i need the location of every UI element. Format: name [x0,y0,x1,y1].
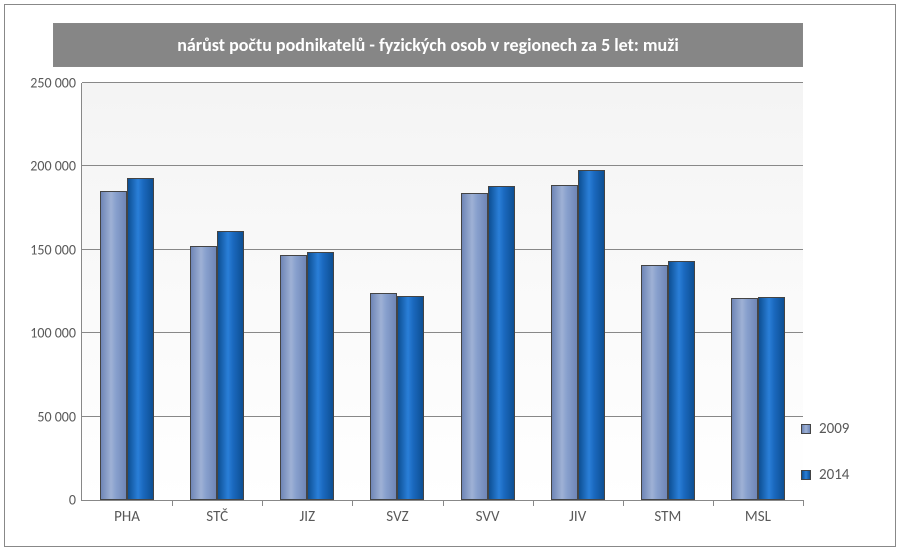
plot-area: 050 000100 000150 000200 000250 000PHAST… [81,83,803,501]
bar-2014-SVZ [397,296,424,500]
y-tick-label: 0 [69,492,82,509]
x-tick [262,500,263,506]
x-tick [623,500,624,506]
plot-wrap: 0 50 000 100 000 150 000 200 000 250 000 PHA ST… [17,77,807,537]
y-tick-label: 50 000 [37,408,82,425]
x-tick [443,500,444,506]
bar-2014-STČ [217,231,244,500]
bar-2014-PHA [127,178,154,500]
legend-label: 2014 [819,466,849,484]
bar-2009-STČ [190,246,217,500]
x-category-label: PHA [114,508,140,526]
bar-2009-PHA [100,191,127,500]
legend-item-2009: 2009 [801,420,881,438]
legend-swatch-icon [801,470,811,480]
x-tick [352,500,353,506]
x-category-label: STM [654,508,681,526]
bar-2009-JIV [551,185,578,500]
x-tick [533,500,534,506]
y-tick-label: 100 000 [30,325,82,342]
bar-2009-JIZ [280,255,307,500]
chart-title-bar: nárůst počtu podnikatelů - fyzických oso… [53,23,803,67]
bar-2009-SVV [461,193,488,500]
x-category-label: STČ [206,508,228,526]
chart-container: nárůst počtu podnikatelů - fyzických oso… [4,4,896,547]
bar-2009-STM [641,265,668,500]
bar-2014-JIV [578,170,605,500]
x-category-label: JIV [569,508,586,526]
grid-line [82,82,803,83]
x-category-label: SVZ [386,508,408,526]
bar-2014-MSL [758,297,785,500]
x-tick [713,500,714,506]
legend: 2009 2014 [801,420,881,512]
x-category-label: JIZ [300,508,316,526]
y-tick-label: 250 000 [30,75,82,92]
x-category-label: SVV [476,508,500,526]
bar-2014-SVV [488,186,515,500]
bar-2009-MSL [731,298,758,500]
bar-2009-SVZ [370,293,397,500]
chart-title: nárůst počtu podnikatelů - fyzických oso… [177,34,679,56]
bar-2014-JIZ [307,252,334,500]
grid-line [82,165,803,166]
y-tick-label: 150 000 [30,241,82,258]
x-tick [172,500,173,506]
x-category-label: MSL [745,508,771,526]
legend-label: 2009 [819,420,849,438]
legend-item-2014: 2014 [801,466,881,484]
y-tick-label: 200 000 [30,158,82,175]
bar-2014-STM [668,261,695,500]
legend-swatch-icon [801,424,811,434]
